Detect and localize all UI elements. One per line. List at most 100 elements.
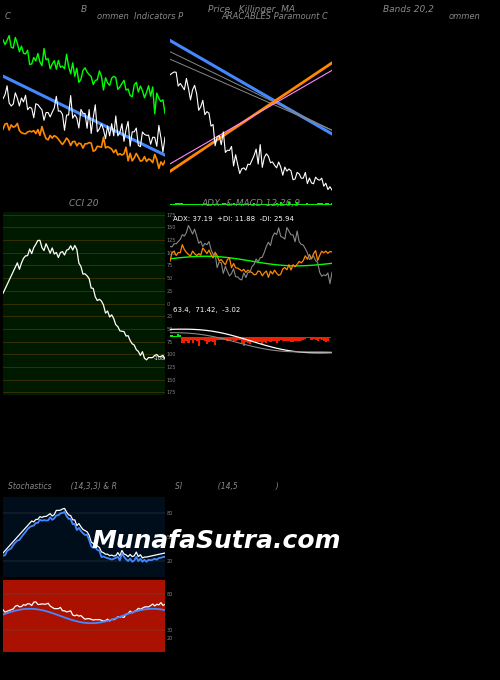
Bar [224, 337, 226, 340]
Bar [312, 203, 314, 205]
Bar [192, 203, 194, 205]
Bar [216, 337, 218, 340]
Bar [232, 337, 234, 341]
Bar [270, 204, 272, 205]
Bar [308, 337, 310, 339]
Bar [222, 337, 224, 341]
Bar [259, 337, 262, 342]
Bar [286, 204, 288, 205]
Bar [327, 203, 329, 205]
Bar [188, 337, 190, 343]
Bar [245, 204, 247, 205]
Bar [316, 203, 318, 205]
Bar [259, 204, 262, 205]
Bar [268, 204, 270, 205]
Bar [294, 204, 296, 205]
Text: ADX  & MACD 12,26,9: ADX & MACD 12,26,9 [202, 199, 300, 208]
Bar [268, 337, 270, 341]
Text: CCI 20: CCI 20 [69, 199, 99, 208]
Bar [266, 337, 268, 343]
Bar [280, 337, 282, 341]
Bar [292, 203, 294, 205]
Bar [274, 337, 276, 341]
Bar [208, 204, 210, 205]
Bar [222, 203, 224, 205]
Bar [226, 337, 228, 341]
Bar [298, 204, 300, 205]
Bar [249, 337, 251, 344]
Bar [300, 204, 302, 205]
Bar [218, 337, 220, 340]
Text: ARACABLES Paramount C: ARACABLES Paramount C [222, 12, 328, 21]
Bar [184, 337, 186, 343]
Bar [284, 337, 286, 341]
Bar [318, 203, 320, 205]
Bar [249, 203, 251, 205]
Bar [304, 337, 306, 339]
Bar [320, 337, 323, 340]
Bar [196, 337, 198, 341]
Text: ommen: ommen [448, 12, 480, 21]
Text: 63.4,  71.42,  -3.02: 63.4, 71.42, -3.02 [173, 307, 240, 313]
Bar [182, 337, 184, 343]
Bar [257, 204, 259, 205]
Bar [192, 337, 194, 343]
Bar [306, 203, 308, 205]
Bar [278, 337, 280, 341]
Bar [206, 204, 208, 205]
Bar [169, 335, 171, 337]
Bar [322, 337, 325, 341]
Bar [198, 203, 200, 205]
Bar [173, 204, 175, 205]
Text: -108: -108 [154, 356, 165, 361]
Bar [255, 337, 257, 343]
Bar [210, 337, 212, 341]
Bar [200, 337, 202, 340]
Bar [251, 204, 253, 205]
Bar [179, 335, 182, 337]
Bar [212, 204, 214, 205]
Bar [188, 204, 190, 205]
Bar [198, 337, 200, 345]
Bar [288, 337, 290, 341]
Bar [236, 204, 238, 205]
Text: SI               (14,5                ): SI (14,5 ) [175, 482, 279, 491]
Bar [298, 337, 300, 341]
Bar [274, 204, 276, 205]
Bar [329, 204, 331, 205]
Bar [190, 337, 192, 341]
Text: ommen  Indicators P: ommen Indicators P [97, 12, 183, 21]
Bar [218, 204, 220, 205]
Bar [228, 337, 230, 341]
Bar [322, 204, 325, 205]
Bar [214, 337, 216, 345]
Text: ADX: 37.19  +DI: 11.88  -DI: 25.94: ADX: 37.19 +DI: 11.88 -DI: 25.94 [173, 216, 294, 222]
Bar [232, 203, 234, 205]
Bar [327, 337, 329, 341]
Text: Stochastics        (14,3,3) & R: Stochastics (14,3,3) & R [8, 482, 117, 491]
Bar [234, 337, 236, 341]
Bar [220, 337, 222, 340]
Bar [288, 203, 290, 205]
Text: MunafaSutra.com: MunafaSutra.com [92, 529, 341, 553]
Bar [264, 337, 266, 342]
Bar [194, 337, 196, 341]
Bar [238, 337, 241, 341]
Bar [320, 203, 323, 205]
Bar [314, 337, 316, 340]
Bar [296, 337, 298, 341]
Bar [196, 204, 198, 205]
Bar [200, 204, 202, 205]
Bar [276, 337, 278, 343]
Bar [282, 337, 284, 341]
Bar [278, 203, 280, 205]
Bar [257, 337, 259, 341]
Bar [255, 204, 257, 205]
Bar [240, 203, 243, 205]
Bar [300, 337, 302, 341]
Bar [204, 204, 206, 205]
Bar [226, 204, 228, 205]
Bar [282, 204, 284, 205]
Bar [314, 204, 316, 205]
Bar [177, 334, 180, 337]
